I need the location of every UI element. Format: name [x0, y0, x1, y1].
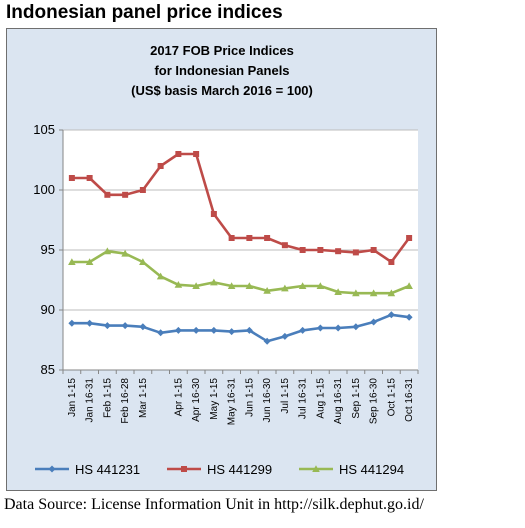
y-tick-label: 100 [33, 182, 55, 197]
data-point-hs-441231 [334, 324, 342, 332]
data-point-hs-441294 [281, 284, 289, 292]
data-point-hs-441231 [228, 328, 236, 336]
data-point-hs-441299 [299, 247, 306, 253]
legend-label-hs-441294: HS 441294 [339, 462, 404, 477]
data-point-hs-441299 [122, 191, 129, 198]
x-tick-label: Jan 16-31 [85, 378, 96, 423]
data-point-hs-441299 [210, 211, 217, 217]
data-point-hs-441294 [387, 289, 396, 297]
chart-title-line: for Indonesian Panels [154, 63, 289, 78]
legend-swatch-marker-hs-441294 [312, 465, 320, 472]
data-point-hs-441231 [352, 323, 360, 331]
x-tick-label: Jun 16-30 [262, 378, 273, 423]
data-point-hs-441299 [406, 235, 413, 241]
x-tick-label: Feb 1-15 [102, 378, 113, 418]
x-tick-label: Mar 1-15 [138, 378, 149, 418]
data-point-hs-441294 [121, 249, 129, 257]
price-index-chart: 2017 FOB Price Indices for Indonesian Pan… [33, 43, 419, 477]
data-point-hs-441299 [352, 249, 359, 256]
data-point-hs-441294 [68, 258, 76, 265]
data-point-hs-441294 [298, 282, 307, 289]
data-point-hs-441299 [193, 151, 200, 157]
legend-label-hs-441299: HS 441299 [207, 462, 272, 477]
data-point-hs-441294 [139, 258, 147, 265]
data-point-hs-441299 [68, 175, 75, 181]
data-point-hs-441294 [156, 272, 165, 280]
data-point-hs-441299 [104, 191, 111, 198]
data-point-hs-441299 [388, 259, 395, 265]
x-tick-label: Feb 16-28 [120, 378, 131, 424]
data-point-hs-441231 [281, 332, 289, 340]
chart-title-line: 2017 FOB Price Indices [150, 43, 294, 58]
data-point-hs-441299 [228, 235, 235, 241]
x-tick-label: Jun 1-15 [244, 378, 255, 417]
x-tick-label: Oct 1-15 [386, 378, 397, 417]
x-tick-label: May 16-31 [227, 378, 238, 426]
x-tick-label: Aug 1-15 [315, 378, 326, 419]
data-point-hs-441294 [316, 282, 325, 289]
data-source-note: Data Source: License Information Unit in… [4, 496, 424, 513]
x-tick-label: Sep 1-15 [351, 378, 362, 419]
data-point-hs-441231 [121, 322, 129, 330]
series-line-hs-441294 [71, 249, 410, 295]
data-point-hs-441231 [157, 329, 165, 337]
data-point-hs-441299 [139, 187, 146, 193]
data-point-hs-441299 [335, 248, 342, 255]
data-point-hs-441231 [405, 313, 413, 321]
data-point-hs-441294 [85, 258, 94, 265]
data-point-hs-441294 [405, 282, 413, 289]
data-point-hs-441299 [86, 175, 93, 181]
data-point-hs-441231 [387, 311, 395, 319]
data-point-hs-441231 [174, 326, 182, 334]
x-tick-label: Aug 16-31 [333, 378, 344, 425]
data-point-hs-441294 [103, 247, 112, 255]
data-point-hs-441294 [369, 289, 378, 297]
data-point-hs-441294 [334, 288, 342, 295]
x-tick-label: Apr 16-30 [191, 378, 202, 422]
data-point-hs-441231 [370, 318, 378, 326]
data-point-hs-441231 [245, 326, 253, 334]
x-tick-label: Jan 1-15 [67, 378, 78, 417]
data-point-hs-441231 [192, 326, 200, 334]
x-tick-label: Apr 1-15 [173, 378, 184, 417]
data-point-hs-441299 [370, 247, 377, 253]
data-point-hs-441231 [86, 319, 94, 327]
page-heading: Indonesian panel price indices [6, 2, 283, 23]
data-point-hs-441294 [210, 278, 218, 286]
x-tick-label: Jul 1-15 [280, 378, 291, 414]
data-point-hs-441231 [263, 337, 271, 345]
data-point-hs-441299 [281, 242, 288, 249]
data-point-hs-441299 [317, 247, 324, 253]
data-point-hs-441299 [157, 163, 164, 169]
data-point-hs-441231 [299, 326, 307, 334]
data-point-hs-441299 [175, 151, 182, 157]
data-point-hs-441231 [68, 319, 76, 327]
y-tick-label: 85 [41, 362, 55, 377]
data-point-hs-441294 [245, 282, 254, 289]
data-point-hs-441231 [316, 324, 324, 332]
x-tick-label: May 1-15 [209, 378, 220, 420]
x-tick-label: Jul 16-31 [298, 378, 309, 420]
y-tick-label: 105 [33, 122, 55, 137]
data-point-hs-441294 [227, 282, 236, 289]
data-point-hs-441231 [210, 326, 218, 334]
legend-label-hs-441231: HS 441231 [75, 462, 140, 477]
x-tick-label: Sep 16-30 [369, 378, 380, 425]
data-point-hs-441231 [139, 323, 147, 331]
legend-swatch-marker-hs-441299 [181, 466, 187, 472]
data-point-hs-441294 [263, 287, 271, 294]
chart-title-line: (US$ basis March 2016 = 100) [131, 83, 313, 98]
data-point-hs-441294 [174, 281, 183, 288]
chart-frame: 2017 FOB Price Indices for Indonesian Pan… [6, 28, 437, 491]
data-point-hs-441294 [352, 289, 360, 297]
legend-swatch-marker-hs-441231 [48, 465, 56, 473]
y-tick-label: 90 [41, 302, 55, 317]
data-point-hs-441294 [192, 282, 200, 289]
x-tick-label: Oct 16-31 [404, 378, 415, 422]
y-tick-label: 95 [41, 242, 55, 257]
data-point-hs-441231 [103, 322, 111, 330]
data-point-hs-441299 [246, 235, 253, 241]
data-point-hs-441299 [264, 235, 271, 241]
